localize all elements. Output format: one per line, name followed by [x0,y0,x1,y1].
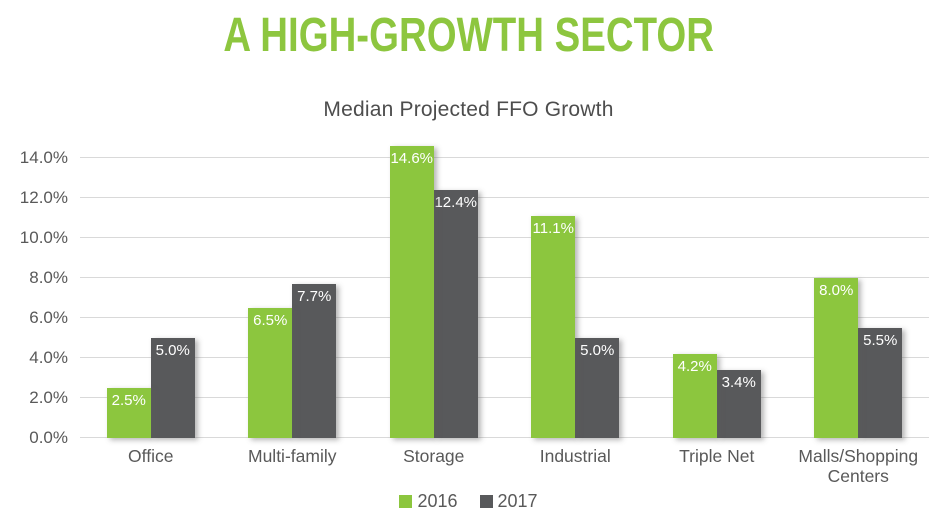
x-label-malls-shopping-centers: Malls/Shopping Centers [798,445,919,487]
bar-group-industrial: 11.1% 5.0% [505,138,647,438]
x-axis: Office Multi-family Storage Industrial Tripl… [0,446,937,487]
legend: 2016 2017 [0,491,937,512]
page-title: A HIGH-GROWTH SECTOR [0,10,937,62]
bar-2016-triple-net: 4.2% [672,353,717,438]
bar-2016-industrial: 11.1% [531,215,576,438]
gridline [80,316,929,318]
bar-2017-triple-net: 3.4% [716,369,761,438]
gridline [80,196,929,198]
gridline [80,236,929,238]
legend-item-2016: 2016 [399,491,458,512]
y-tick-label: 0.0% [29,427,68,447]
bar-2017-malls-shopping-centers: 5.5% [858,327,903,438]
bar-2017-office: 5.0% [150,337,195,438]
bar-2016-storage: 14.6% [389,145,434,438]
x-label-industrial: Industrial [539,445,611,466]
y-tick-label: 14.0% [19,147,68,167]
x-label-multi-family: Multi-family [248,445,337,466]
legend-swatch-2016 [399,495,413,509]
gridline [80,436,929,438]
legend-label-2017: 2017 [497,491,538,512]
bar-value-label: 2.5% [111,391,146,409]
bar-2016-multi-family: 6.5% [248,307,293,438]
y-tick-label: 12.0% [19,187,68,207]
y-tick-label: 2.0% [29,387,68,407]
x-label-storage: Storage [403,445,465,466]
x-axis-spacer [0,446,80,487]
chart-plot-row: 0.0% 2.0% 4.0% 6.0% 8.0% 10.0% 12.0% 14.0% 2.5%… [0,138,937,446]
bar-value-label: 14.6% [390,149,434,167]
x-label-office: Office [128,445,174,466]
bar-group-office: 2.5% 5.0% [80,138,222,438]
bar-group-triple-net: 4.2% 3.4% [646,138,788,438]
page-title-text: A HIGH-GROWTH SECTOR [223,9,714,62]
chart-title: Median Projected FFO Growth [323,97,614,121]
gridline [80,396,929,398]
gridline [80,156,929,158]
gridline [80,276,929,278]
bar-2017-multi-family: 7.7% [292,283,337,438]
bar-group-storage: 14.6% 12.4% [363,138,505,438]
plot-area: 2.5% 5.0% 6.5% 7.7% 14.6% 12.4% 11.1% 5.0% 4.2% 3… [80,138,929,438]
legend-label-2016: 2016 [417,491,458,512]
bar-2017-industrial: 5.0% [575,337,620,438]
y-tick-label: 8.0% [29,267,68,287]
bar-group-malls-shopping-centers: 8.0% 5.5% [788,138,930,438]
bar-2017-storage: 12.4% [433,189,478,438]
y-tick-label: 4.0% [29,347,68,367]
y-tick-label: 6.0% [29,307,68,327]
bar-value-label: 12.4% [434,193,478,211]
bar-value-label: 3.4% [721,373,756,391]
bar-2016-office: 2.5% [106,387,151,438]
legend-item-2017: 2017 [479,491,538,512]
gridline [80,356,929,358]
y-axis: 0.0% 2.0% 4.0% 6.0% 8.0% 10.0% 12.0% 14.0% [0,138,80,446]
bar-value-label: 5.5% [863,331,898,349]
bar-2016-malls-shopping-centers: 8.0% [814,277,859,438]
y-tick-label: 10.0% [19,227,68,247]
bar-value-label: 8.0% [819,281,854,299]
bar-value-label: 6.5% [253,311,288,329]
legend-swatch-2017 [479,495,493,509]
x-label-triple-net: Triple Net [679,445,755,466]
bar-value-label: 11.1% [532,219,574,237]
bar-group-multi-family: 6.5% 7.7% [222,138,364,438]
bar-value-label: 4.2% [677,357,712,375]
bar-value-label: 5.0% [155,341,190,359]
bar-value-label: 5.0% [580,341,615,359]
bar-value-label: 7.7% [297,287,332,305]
